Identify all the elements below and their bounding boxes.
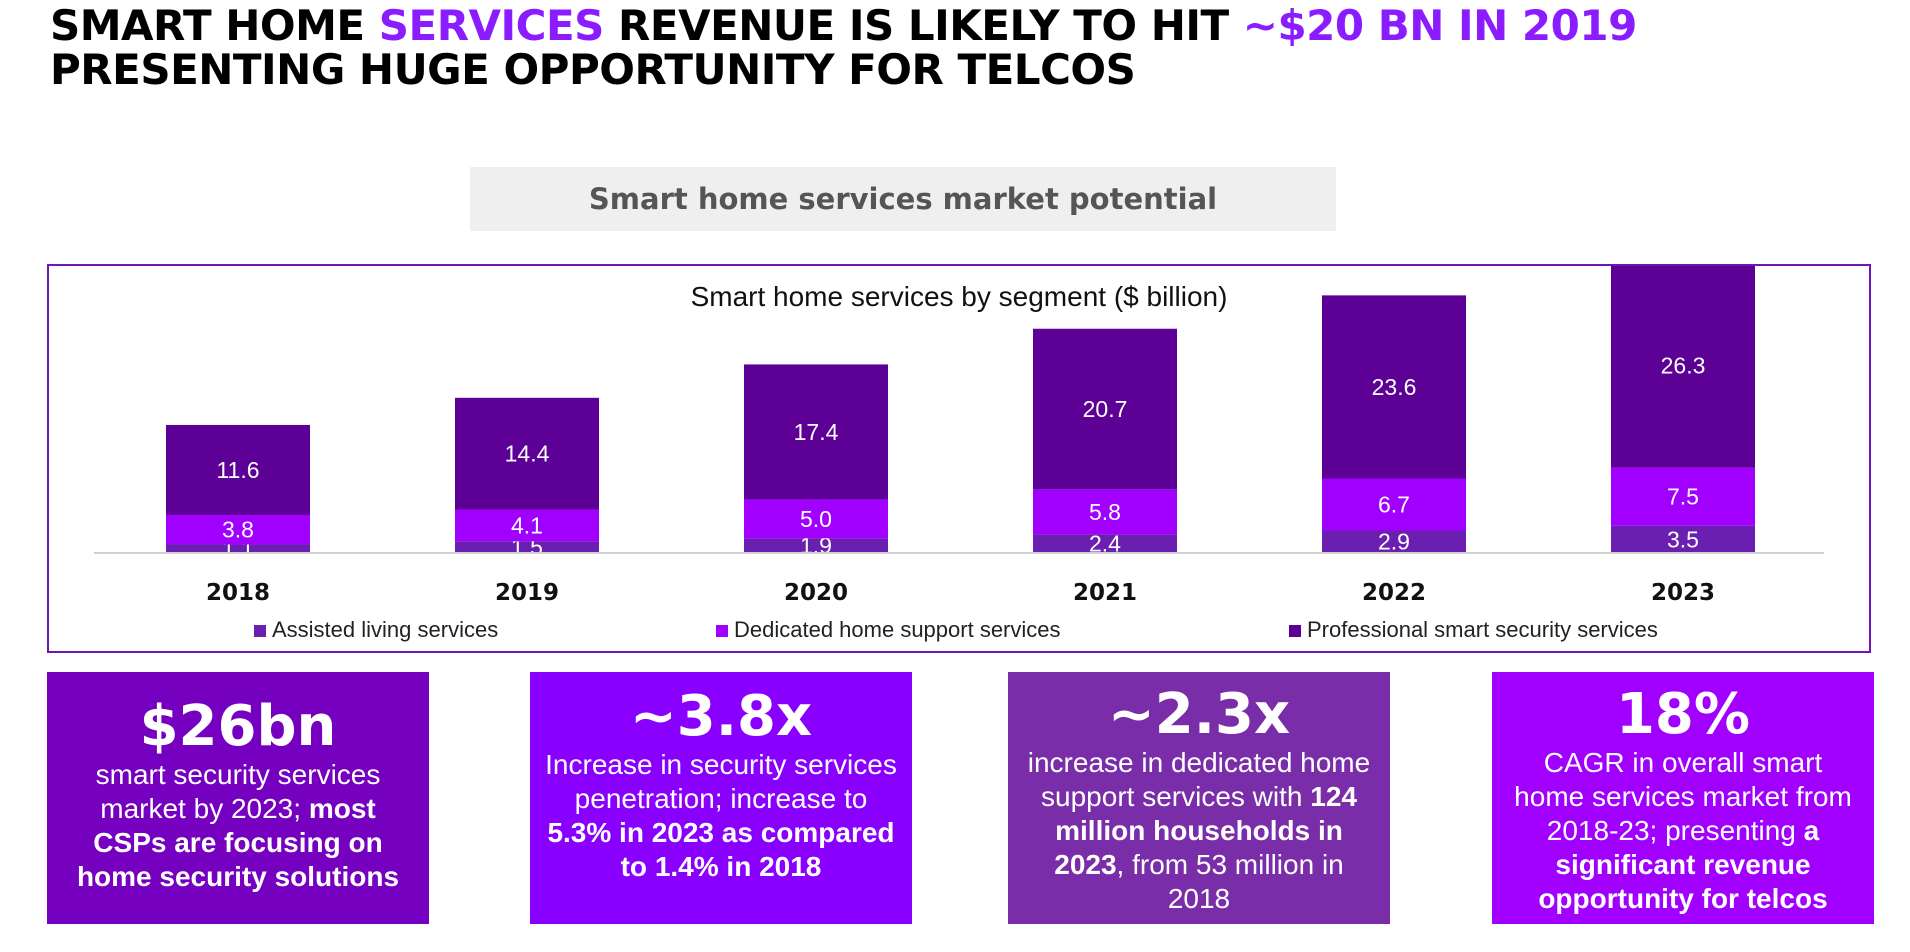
bar-segment [1322, 295, 1466, 479]
stat-card-description: increase in dedicated home support servi… [1022, 746, 1376, 916]
data-label: 5.0 [800, 506, 832, 532]
bar-segment [744, 499, 888, 539]
stat-card-description: CAGR in overall smart home services mark… [1506, 746, 1860, 916]
stat-card-security-penetration: ~3.8x Increase in security services pene… [530, 672, 912, 924]
x-tick-label: 2019 [495, 580, 559, 606]
x-tick-label: 2023 [1651, 580, 1715, 606]
stat-card-text: increase in dedicated home support servi… [1027, 747, 1371, 812]
data-label: 3.8 [222, 517, 254, 543]
stat-card-value: 18% [1615, 682, 1751, 747]
legend-label: Dedicated home support services [734, 617, 1061, 642]
stat-card-text: smart security services market by 2023; [95, 759, 381, 824]
data-label: 23.6 [1372, 374, 1417, 400]
x-tick-label: 2018 [206, 580, 270, 606]
bar-segment [1322, 530, 1466, 553]
bar-segment [1033, 534, 1177, 553]
stat-card-text: Increase in security services penetratio… [545, 749, 897, 814]
data-label: 14.4 [505, 441, 550, 467]
stat-card-text-after: , from 53 million in 2018 [1116, 849, 1344, 914]
chart-panel: Smart home services by segment ($ billio… [47, 264, 1871, 653]
bar-segment [455, 397, 599, 510]
headline-text-1: SMART HOME [50, 1, 379, 50]
data-label: 11.6 [216, 457, 259, 483]
bar-segment [1033, 489, 1177, 535]
headline-text-2: REVENUE IS LIKELY TO HIT [603, 1, 1243, 50]
chart-title: Smart home services by segment ($ billio… [691, 281, 1228, 312]
stat-card-value: $26bn [139, 694, 337, 759]
headline-line-2: PRESENTING HUGE OPPORTUNITY FOR TELCOS [50, 45, 1136, 94]
legend-label: Assisted living services [272, 617, 498, 642]
data-label: 7.5 [1667, 484, 1699, 510]
data-label: 17.4 [794, 419, 839, 445]
bar-segment [744, 538, 888, 553]
data-label: 20.7 [1083, 396, 1128, 422]
headline-line-1: SMART HOME SERVICES REVENUE IS LIKELY TO… [50, 4, 1850, 48]
stacked-bar-chart: Smart home services by segment ($ billio… [94, 266, 1824, 642]
data-label: 2.9 [1378, 529, 1410, 555]
stat-card-bold-text: 5.3% in 2023 as compared to 1.4% in 2018 [547, 817, 895, 882]
stat-card-text: CAGR in overall smart home services mark… [1514, 747, 1852, 846]
data-label: 5.8 [1089, 499, 1121, 525]
bar-segment [1322, 478, 1466, 531]
x-tick-label: 2022 [1362, 580, 1426, 606]
bar-segment [166, 544, 310, 553]
data-label: 26.3 [1661, 353, 1706, 379]
stat-card-description: Increase in security services penetratio… [544, 748, 898, 884]
data-label: 6.7 [1378, 492, 1410, 518]
subtitle-text: Smart home services market potential [588, 182, 1218, 216]
legend-label: Professional smart security services [1307, 617, 1658, 642]
x-tick-label: 2021 [1073, 580, 1137, 606]
stat-card-bold-text: most CSPs are focusing on home security … [76, 793, 400, 892]
legend-swatch [1289, 625, 1301, 637]
stat-card-bold-text: 124 million households in 2023 [1054, 781, 1357, 880]
bar-segment [1611, 266, 1755, 468]
data-label: 4.1 [511, 512, 543, 538]
stat-card-home-support: ~2.3x increase in dedicated home support… [1008, 672, 1390, 924]
bar-segment [1611, 525, 1755, 553]
data-label: 3.5 [1667, 526, 1699, 552]
headline: SMART HOME SERVICES REVENUE IS LIKELY TO… [50, 4, 1850, 92]
subtitle-bar: Smart home services market potential [470, 167, 1336, 231]
x-tick-label: 2020 [784, 580, 848, 606]
bar-segment [1033, 328, 1177, 490]
headline-accent-services: SERVICES [378, 1, 605, 50]
stat-card-value: ~2.3x [1107, 682, 1291, 747]
stat-card-value: ~3.8x [629, 684, 813, 749]
bar-segment [1611, 467, 1755, 526]
bar-segment [744, 364, 888, 500]
stat-card-security-market: $26bn smart security services market by … [47, 672, 429, 924]
stat-card-description: smart security services market by 2023; … [61, 758, 415, 894]
legend-swatch [254, 625, 266, 637]
headline-accent-revenue: ~$20 BN IN 2019 [1242, 1, 1638, 50]
legend-swatch [716, 625, 728, 637]
bar-segment [455, 509, 599, 542]
bar-segment [455, 541, 599, 553]
bar-segment [166, 514, 310, 545]
stat-card-cagr: 18% CAGR in overall smart home services … [1492, 672, 1874, 924]
bar-segment [166, 424, 310, 515]
stat-card-bold-text: a significant revenue opportunity for te… [1538, 815, 1828, 914]
